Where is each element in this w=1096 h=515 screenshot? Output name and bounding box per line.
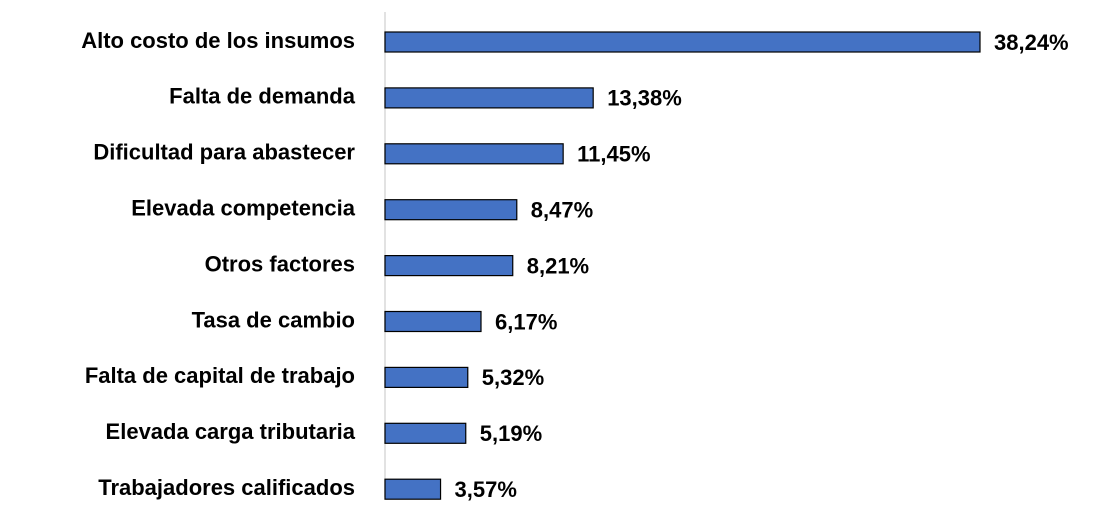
category-label: Tasa de cambio [192,307,355,332]
data-label: 5,32% [482,365,544,390]
category-label: Trabajadores calificados [98,475,355,500]
bar [384,87,594,109]
category-label: Elevada competencia [131,196,356,221]
data-label: 6,17% [495,309,557,334]
bar [384,478,442,500]
category-label: Falta de capital de trabajo [85,363,355,388]
data-label: 8,47% [531,198,593,223]
bar [384,255,514,277]
category-label: Dificultad para abastecer [93,140,355,165]
data-label: 8,21% [527,253,589,278]
category-label: Elevada carga tributaria [106,419,356,444]
category-label: Alto costo de los insumos [81,28,355,53]
bar [384,199,518,221]
data-label: 3,57% [455,477,517,502]
data-label: 5,19% [480,421,542,446]
bar [384,366,469,388]
category-label: Otros factores [205,251,355,276]
data-label: 11,45% [577,142,650,167]
data-label: 38,24% [994,30,1069,55]
bar [384,310,482,333]
bar [384,31,981,53]
bar [384,422,467,444]
bar [384,143,564,165]
category-label: Falta de demanda [169,84,356,109]
data-label: 13,38% [607,86,682,111]
